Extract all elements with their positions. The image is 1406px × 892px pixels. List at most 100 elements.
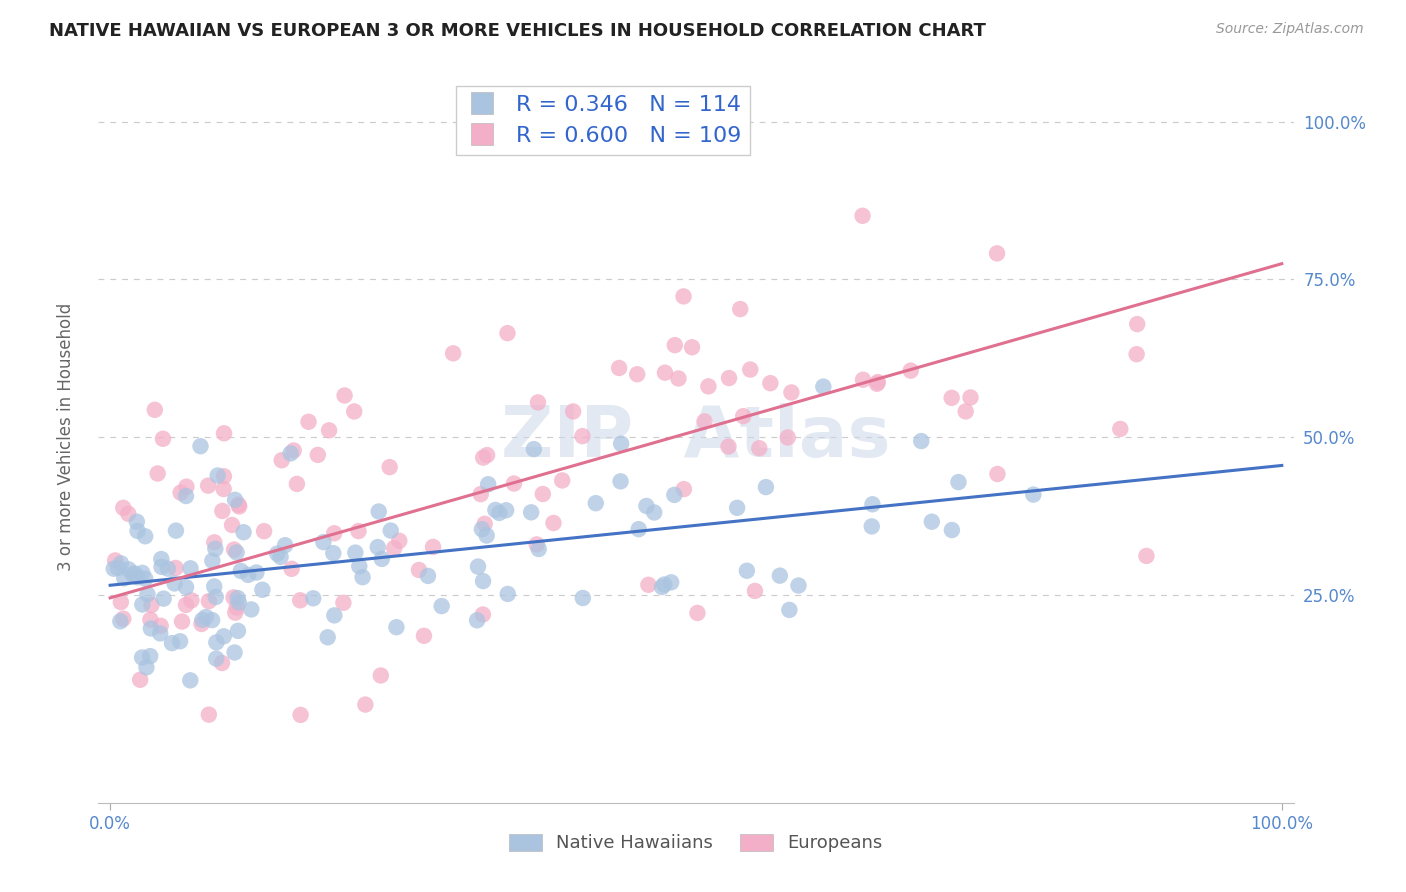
Point (697, 379, 720, 393)
Point (143, 402, 166, 417)
Point (316, 630, 339, 644)
Text: Source: ZipAtlas.com: Source: ZipAtlas.com (1216, 22, 1364, 37)
Point (212, 426, 235, 441)
Point (179, 561, 201, 575)
Point (224, 492, 246, 507)
Point (104, 553, 127, 567)
Point (477, 477, 499, 491)
Point (367, 504, 389, 518)
Point (135, 660, 157, 674)
Point (318, 423, 340, 437)
Point (225, 545, 247, 559)
Point (465, 613, 488, 627)
Point (141, 598, 163, 612)
Point (725, 500, 748, 515)
Point (176, 480, 198, 494)
Point (471, 607, 494, 622)
Point (744, 583, 766, 598)
Point (165, 561, 187, 575)
Point (654, 366, 676, 380)
Point (693, 414, 716, 428)
Point (191, 613, 214, 627)
Point (636, 499, 658, 513)
Point (323, 526, 346, 541)
Point (226, 624, 249, 638)
Legend: Native Hawaiians, Europeans: Native Hawaiians, Europeans (502, 826, 890, 860)
Point (225, 600, 247, 615)
Point (288, 593, 311, 607)
Point (354, 698, 377, 712)
Point (1126, 317, 1149, 331)
Point (416, 569, 439, 583)
Point (740, 362, 762, 376)
Point (224, 645, 246, 659)
Text: ZIP  Atlas: ZIP Atlas (501, 402, 891, 472)
Point (204, 541, 226, 556)
Point (266, 547, 288, 561)
Point (900, 363, 922, 377)
Point (659, 575, 682, 590)
Point (205, 651, 228, 665)
Point (441, 346, 464, 360)
Point (226, 591, 249, 606)
Point (112, 500, 135, 515)
Point (160, 636, 183, 650)
Point (270, 549, 292, 564)
Point (221, 518, 243, 533)
Point (180, 593, 202, 607)
Point (370, 668, 392, 682)
Point (1125, 347, 1147, 361)
Point (668, 371, 690, 385)
Text: NATIVE HAWAIIAN VS EUROPEAN 3 OR MORE VEHICLES IN HOUSEHOLD CORRELATION CHART: NATIVE HAWAIIAN VS EUROPEAN 3 OR MORE VE… (49, 22, 986, 40)
Point (156, 561, 179, 575)
Point (496, 587, 519, 601)
Point (866, 376, 889, 391)
Point (475, 528, 498, 542)
Point (503, 476, 526, 491)
Point (332, 596, 354, 610)
Point (382, 541, 405, 556)
Point (205, 635, 228, 649)
Point (112, 612, 135, 626)
Point (212, 482, 235, 496)
Point (430, 599, 453, 613)
Point (224, 606, 246, 620)
Point (333, 388, 356, 402)
Point (131, 598, 153, 612)
Point (280, 446, 302, 460)
Point (733, 409, 755, 424)
Point (388, 533, 411, 548)
Point (149, 619, 172, 633)
Point (179, 673, 201, 688)
Point (959, 391, 981, 405)
Point (169, 485, 191, 500)
Point (197, 478, 219, 492)
Point (297, 415, 319, 429)
Point (787, 578, 810, 592)
Point (484, 503, 506, 517)
Point (131, 566, 153, 580)
Point (240, 602, 263, 616)
Point (174, 489, 197, 503)
Point (229, 564, 252, 578)
Point (643, 506, 665, 520)
Point (609, 475, 631, 489)
Point (212, 469, 235, 483)
Point (910, 434, 932, 448)
Point (152, 591, 174, 606)
Point (755, 480, 778, 494)
Point (748, 442, 770, 456)
Point (488, 506, 510, 520)
Point (413, 629, 436, 643)
Point (523, 442, 546, 457)
Point (323, 608, 346, 623)
Point (627, 522, 650, 536)
Point (866, 375, 889, 389)
Point (921, 515, 943, 529)
Point (228, 500, 250, 514)
Point (253, 524, 276, 538)
Point (198, 594, 221, 608)
Point (475, 448, 498, 462)
Point (169, 634, 191, 648)
Point (862, 497, 884, 511)
